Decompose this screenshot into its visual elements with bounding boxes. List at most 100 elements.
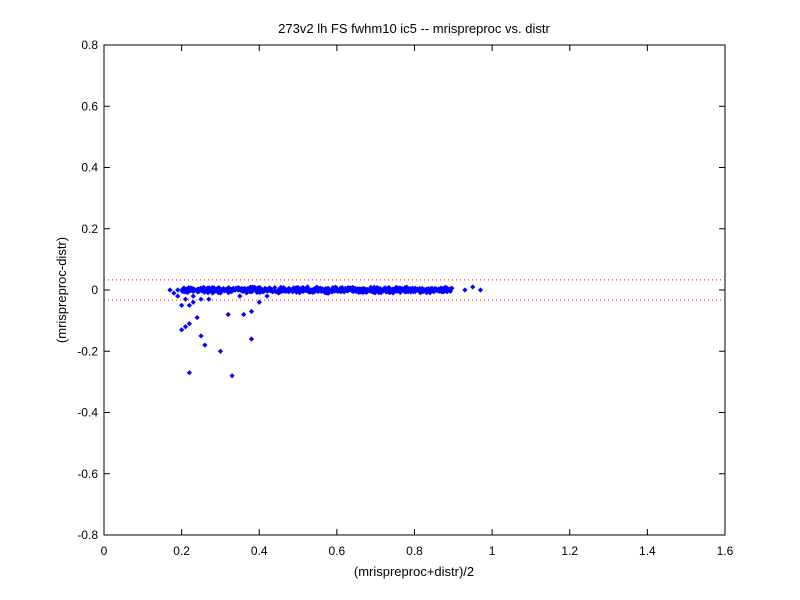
data-point	[303, 287, 309, 293]
data-point	[217, 348, 224, 354]
data-point	[217, 290, 224, 296]
data-point	[309, 288, 315, 294]
data-point	[186, 302, 192, 308]
x-tick-label: 0.4	[251, 544, 268, 558]
data-point	[297, 286, 303, 292]
data-point	[179, 302, 185, 308]
data-point	[206, 285, 212, 291]
data-point	[234, 285, 240, 291]
data-point	[438, 286, 445, 292]
data-point	[257, 285, 263, 292]
data-point	[332, 288, 339, 294]
x-tick-label: 1	[489, 544, 496, 558]
data-point	[296, 289, 302, 295]
data-point	[175, 293, 181, 299]
data-point	[225, 288, 231, 294]
data-point	[269, 289, 276, 295]
x-tick-label: 0.8	[406, 544, 423, 558]
x-tick-label: 0.6	[329, 544, 346, 558]
data-point	[206, 296, 212, 302]
data-point	[408, 289, 414, 295]
data-point	[335, 288, 341, 295]
data-point	[184, 287, 191, 293]
data-point	[348, 285, 354, 291]
data-point	[265, 287, 271, 293]
data-point	[186, 321, 192, 327]
data-point	[264, 293, 270, 299]
data-point	[470, 284, 476, 290]
data-point	[396, 286, 402, 293]
data-point	[247, 286, 253, 292]
data-point	[370, 289, 376, 295]
data-point	[383, 286, 389, 292]
data-point	[190, 299, 196, 305]
data-point	[194, 314, 200, 321]
data-point	[416, 288, 422, 294]
data-point	[186, 370, 192, 376]
data-point	[406, 287, 413, 294]
data-point	[402, 286, 408, 293]
data-point	[182, 296, 189, 302]
data-point	[225, 311, 231, 318]
data-point	[317, 287, 323, 293]
y-tick-label: 0.4	[81, 161, 98, 175]
data-point	[202, 342, 208, 348]
x-tick-label: 0.2	[173, 544, 190, 558]
data-point	[254, 285, 261, 291]
data-point	[293, 289, 300, 295]
y-tick-label: -0.2	[77, 344, 98, 358]
data-point	[324, 288, 330, 294]
data-point	[359, 286, 365, 292]
data-point	[288, 287, 294, 293]
data-point	[276, 290, 282, 296]
data-point	[417, 286, 423, 292]
data-point	[223, 286, 230, 292]
data-point	[330, 287, 336, 293]
data-point	[462, 287, 468, 293]
data-point	[201, 284, 207, 290]
data-point	[345, 287, 351, 294]
data-point	[256, 299, 262, 305]
x-tick-label: 1.4	[639, 544, 656, 558]
data-point	[175, 287, 181, 293]
data-point	[180, 287, 187, 293]
data-point	[419, 289, 425, 295]
chart-title: 273v2 lh FS fwhm10 ic5 -- mrispreproc vs…	[278, 21, 550, 36]
data-point	[238, 286, 245, 292]
x-tick-label: 1.6	[717, 544, 734, 558]
y-tick-label: -0.4	[77, 406, 98, 420]
y-axis-title: (mrispreproc-distr)	[54, 237, 69, 343]
data-point	[198, 296, 204, 302]
data-points	[167, 284, 484, 379]
data-point	[477, 287, 484, 293]
y-tick-label: -0.6	[77, 467, 98, 481]
data-point	[185, 285, 192, 291]
data-point	[361, 287, 367, 294]
data-point	[210, 290, 216, 296]
data-point	[410, 286, 416, 292]
data-point	[364, 289, 370, 295]
data-point	[428, 288, 435, 294]
data-point	[167, 287, 173, 293]
data-point	[391, 286, 397, 292]
data-point	[300, 288, 306, 295]
data-point	[237, 293, 243, 299]
data-point	[229, 373, 235, 379]
data-point	[386, 288, 392, 295]
data-point	[206, 288, 213, 294]
data-point	[381, 287, 387, 293]
data-point	[171, 290, 177, 296]
data-point	[241, 311, 247, 318]
data-point	[232, 287, 238, 293]
data-point	[286, 285, 292, 291]
data-point	[353, 288, 359, 294]
data-point	[179, 327, 185, 333]
data-point	[248, 336, 255, 342]
data-point	[248, 287, 255, 294]
data-point	[198, 333, 204, 339]
data-point	[226, 284, 232, 291]
y-tick-label: 0.6	[81, 99, 98, 113]
data-point	[368, 284, 374, 291]
axis-ticks: 0 0.2 0.4 0.6 0.8 1 1.2 1.4 1.6 0.8 0.6 0.4 0.2 0 -0.2…	[77, 38, 733, 558]
data-point	[272, 285, 278, 291]
